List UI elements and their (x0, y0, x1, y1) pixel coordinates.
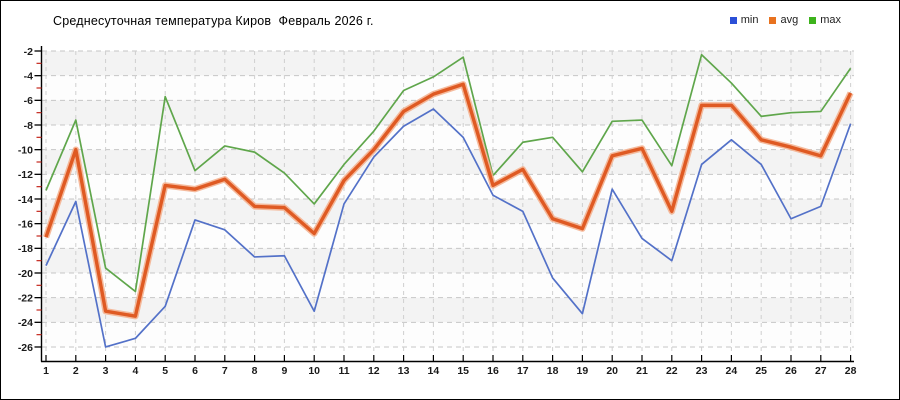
max-series-swatch-icon (809, 16, 817, 24)
x-tick-label: 12 (368, 365, 380, 377)
x-tick-label: 18 (547, 365, 559, 377)
legend-item-min: min (729, 14, 759, 26)
x-tick-label: 8 (252, 365, 258, 377)
plot-bands (42, 51, 854, 347)
legend-label-avg: avg (780, 14, 799, 26)
x-tick-label: 19 (577, 365, 589, 377)
x-tick-label: 5 (162, 365, 168, 377)
x-tick-label: 4 (132, 365, 138, 377)
y-tick-label: -4 (24, 70, 33, 82)
avg-series-line (44, 82, 853, 318)
x-tick-label: 16 (487, 365, 499, 377)
x-tick-label: 23 (696, 365, 708, 377)
y-tick-label: -18 (18, 243, 33, 255)
x-tick-label: 9 (281, 365, 287, 377)
y-tick-label: -22 (18, 292, 33, 304)
avg-series-swatch-icon (769, 16, 777, 24)
y-tick-label: -2 (24, 46, 33, 58)
y-tick-label: -6 (24, 95, 33, 107)
x-tick-label: 2 (73, 365, 79, 377)
y-tick-label: -10 (18, 144, 33, 156)
legend: min avg max (729, 14, 841, 26)
legend-item-avg: avg (769, 14, 798, 26)
x-tick-label: 14 (428, 365, 440, 377)
x-tick-label: 28 (845, 365, 857, 377)
x-tick-label: 3 (103, 365, 109, 377)
x-tick-label: 10 (308, 365, 320, 377)
x-axis: 1 2 3 4 5 6 7 8 9 10 11 12 13 14 15 16 17 18 19 20 21 22 23 24 2… (41, 355, 857, 377)
y-tick-label: -20 (18, 268, 33, 280)
x-tick-label: 17 (517, 365, 529, 377)
x-tick-label: 11 (338, 365, 349, 377)
legend-item-max: max (809, 14, 841, 26)
x-tick-label: 25 (755, 365, 767, 377)
max-series-line (45, 53, 852, 293)
x-tick-label: 6 (192, 365, 198, 377)
x-tick-label: 15 (457, 365, 469, 377)
min-series-line (45, 108, 852, 348)
y-tick-label: -8 (24, 120, 33, 132)
y-tick-label: -12 (18, 169, 33, 181)
legend-label-max: max (820, 14, 841, 26)
y-tick-label: -16 (18, 218, 33, 230)
x-tick-label: 20 (606, 365, 618, 377)
x-tick-label: 7 (222, 365, 228, 377)
series-lines (42, 53, 854, 348)
x-tick-label: 27 (815, 365, 827, 377)
min-series-swatch-icon (729, 16, 737, 24)
x-tick-label: 21 (636, 365, 648, 377)
page-title: Среднесуточная температура Киров Февраль… (53, 14, 374, 28)
x-tick-label: 13 (398, 365, 410, 377)
x-tick-label: 1 (43, 365, 49, 377)
legend-label-min: min (740, 14, 759, 26)
x-tick-label: 24 (726, 365, 738, 377)
y-tick-label: -26 (18, 342, 33, 354)
x-tick-label: 22 (666, 365, 678, 377)
y-tick-label: -24 (18, 317, 33, 329)
y-tick-label: -14 (18, 194, 33, 206)
y-axis: -2 -4 -6 -8 -10 -12 -14 -16 -18 -20 -22 -24 -26 (18, 46, 43, 362)
x-tick-label: 26 (785, 365, 797, 377)
